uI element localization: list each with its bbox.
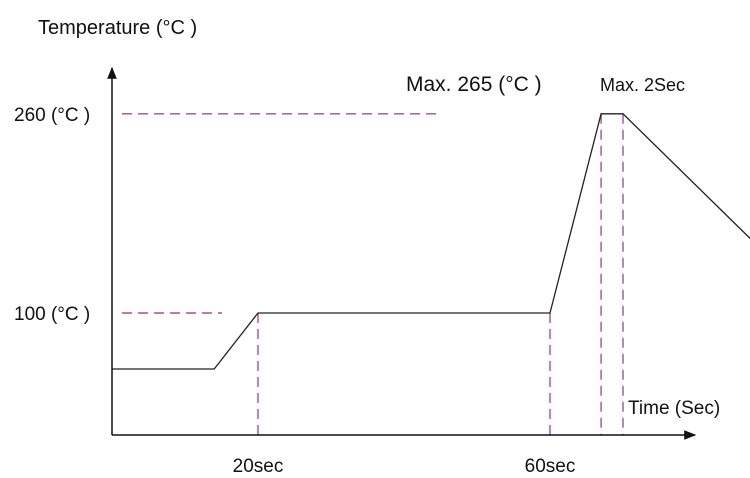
x-tick-label-1: 60sec	[525, 456, 576, 477]
series-layer	[112, 113, 750, 370]
y-axis-label: Temperature (°C )	[38, 17, 197, 39]
guide-lines	[122, 113, 624, 435]
y-tick-label-0: 260 (°C )	[14, 105, 90, 126]
peak-duration-annotation: Max. 2Sec	[600, 75, 685, 95]
peak-temperature-annotation: Max. 265 (°C )	[406, 73, 542, 96]
series-line-0	[112, 113, 750, 370]
x-tick-label-0: 20sec	[233, 456, 284, 477]
y-tick-label-1: 100 (°C )	[14, 304, 90, 325]
tick-labels: 260 (°C )100 (°C )20sec60sec100sec	[14, 105, 576, 477]
x-axis-label: Time (Sec)	[628, 398, 720, 419]
